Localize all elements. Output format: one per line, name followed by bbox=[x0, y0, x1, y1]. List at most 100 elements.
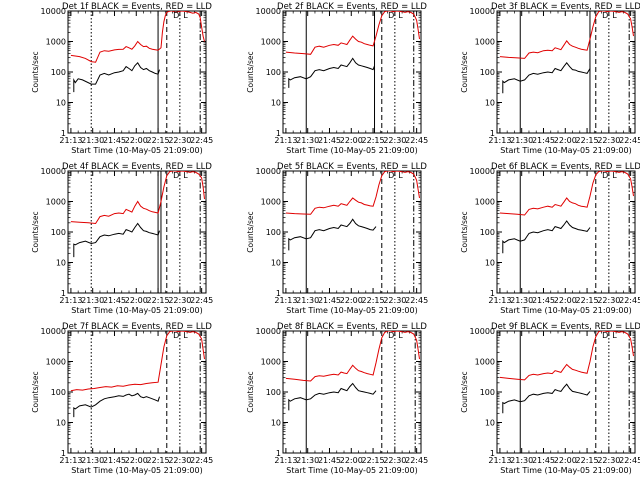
y-tick-label: 1000 bbox=[261, 198, 281, 207]
y-tick-label: 1 bbox=[276, 289, 281, 298]
y-tick-label: 10 bbox=[56, 259, 66, 268]
y-tick-label: 10000 bbox=[470, 327, 495, 336]
plot-frame bbox=[67, 170, 207, 294]
lld-series-line bbox=[70, 11, 205, 63]
x-tick-label: 21:45 bbox=[318, 296, 341, 305]
y-tick-label: 1 bbox=[490, 129, 495, 138]
lld-series-line bbox=[70, 171, 205, 225]
x-tick-label: 21:30 bbox=[296, 456, 319, 465]
y-axis-label: Counts/sec bbox=[460, 371, 469, 412]
x-tick-label: 21:45 bbox=[103, 136, 126, 145]
x-axis-label: Start Time (10-May-05 21:09:00) bbox=[71, 306, 202, 315]
y-tick-label: 1000 bbox=[475, 38, 495, 47]
x-tick-label: 22:15 bbox=[576, 296, 599, 305]
y-axis-label: Counts/sec bbox=[246, 51, 255, 92]
y-tick-label: 10 bbox=[56, 419, 66, 428]
x-tick-label: 22:45 bbox=[190, 296, 213, 305]
plot-frame bbox=[282, 170, 422, 294]
x-tick-label: 22:30 bbox=[597, 296, 620, 305]
y-tick-label: 1 bbox=[490, 449, 495, 458]
lld-series-line bbox=[499, 171, 634, 216]
y-tick-label: 100 bbox=[51, 228, 66, 237]
x-axis-label: Start Time (10-May-05 21:09:00) bbox=[71, 146, 202, 155]
events-series-line bbox=[288, 218, 377, 251]
marker-l: L bbox=[183, 11, 188, 20]
x-axis-label: Start Time (10-May-05 21:09:00) bbox=[500, 306, 631, 315]
panel-title: Det 7f BLACK = Events, RED = LLD bbox=[62, 322, 212, 332]
panel-1: Det 1f BLACK = Events, RED = LLD 1 10 100 10… bbox=[31, 2, 213, 155]
x-tick-label: 21:45 bbox=[532, 456, 555, 465]
panel-6: Det 6f BLACK = Events, RED = LLD 1 10 100 10… bbox=[460, 162, 640, 315]
x-tick-label: 21:45 bbox=[103, 296, 126, 305]
panel-3: Det 3f BLACK = Events, RED = LLD 1 10 100 10… bbox=[460, 2, 640, 155]
y-tick-label: 1 bbox=[276, 129, 281, 138]
x-tick-label: 22:00 bbox=[340, 136, 363, 145]
x-tick-label: 21:13 bbox=[488, 456, 511, 465]
panel-7: Det 7f BLACK = Events, RED = LLD 1 10 100 10… bbox=[31, 322, 213, 475]
events-series-line bbox=[502, 61, 591, 94]
panel-title: Det 4f BLACK = Events, RED = LLD bbox=[62, 162, 212, 172]
plot-frame bbox=[282, 330, 422, 454]
x-tick-label: 22:30 bbox=[383, 296, 406, 305]
panel-title: Det 8f BLACK = Events, RED = LLD bbox=[277, 322, 427, 332]
events-series-line bbox=[73, 392, 160, 418]
panel-9: Det 9f BLACK = Events, RED = LLD 1 10 100 10… bbox=[460, 322, 640, 475]
x-tick-label: 21:13 bbox=[59, 296, 82, 305]
panel-2: Det 2f BLACK = Events, RED = LLD 1 10 100 10… bbox=[246, 2, 428, 155]
y-axis-label: Counts/sec bbox=[31, 211, 40, 252]
events-series-line bbox=[288, 57, 375, 88]
x-tick-label: 22:00 bbox=[554, 136, 577, 145]
x-tick-label: 22:15 bbox=[576, 456, 599, 465]
lld-series-line bbox=[285, 11, 420, 55]
y-tick-label: 10 bbox=[271, 259, 281, 268]
y-tick-label: 1000 bbox=[475, 198, 495, 207]
y-axis-label: Counts/sec bbox=[246, 371, 255, 412]
marker-l: L bbox=[398, 171, 403, 180]
y-tick-label: 100 bbox=[51, 68, 66, 77]
y-tick-label: 1 bbox=[490, 289, 495, 298]
x-tick-label: 22:45 bbox=[405, 456, 428, 465]
lld-series-line bbox=[499, 11, 634, 59]
panel-title: Det 9f BLACK = Events, RED = LLD bbox=[491, 322, 640, 332]
x-tick-label: 21:45 bbox=[532, 136, 555, 145]
x-tick-label: 22:00 bbox=[125, 456, 148, 465]
panel-4: Det 4f BLACK = Events, RED = LLD 1 10 100 10… bbox=[31, 162, 213, 315]
x-tick-label: 22:15 bbox=[362, 136, 385, 145]
x-axis-label: Start Time (10-May-05 21:09:00) bbox=[500, 466, 631, 475]
marker-l: L bbox=[398, 331, 403, 340]
x-tick-label: 22:45 bbox=[405, 136, 428, 145]
x-tick-label: 21:13 bbox=[274, 296, 297, 305]
panel-title: Det 3f BLACK = Events, RED = LLD bbox=[491, 2, 640, 12]
plot-frame bbox=[67, 330, 207, 454]
y-tick-label: 1 bbox=[61, 129, 66, 138]
x-tick-label: 21:45 bbox=[532, 296, 555, 305]
x-tick-label: 22:30 bbox=[597, 136, 620, 145]
x-tick-label: 22:30 bbox=[597, 456, 620, 465]
y-tick-label: 1000 bbox=[46, 358, 66, 367]
panel-title: Det 5f BLACK = Events, RED = LLD bbox=[277, 162, 427, 172]
x-tick-label: 22:30 bbox=[168, 456, 191, 465]
x-tick-label: 22:30 bbox=[383, 136, 406, 145]
marker-d: D bbox=[173, 331, 179, 340]
marker-d: D bbox=[602, 331, 608, 340]
x-tick-label: 22:00 bbox=[125, 136, 148, 145]
y-axis-label: Counts/sec bbox=[246, 211, 255, 252]
x-tick-label: 21:30 bbox=[510, 296, 533, 305]
x-axis-label: Start Time (10-May-05 21:09:00) bbox=[286, 466, 417, 475]
x-tick-label: 22:45 bbox=[619, 456, 640, 465]
y-tick-label: 1000 bbox=[261, 38, 281, 47]
y-tick-label: 1 bbox=[276, 449, 281, 458]
panel-title: Det 1f BLACK = Events, RED = LLD bbox=[62, 2, 212, 12]
x-tick-label: 22:45 bbox=[190, 136, 213, 145]
x-tick-label: 21:30 bbox=[510, 456, 533, 465]
x-tick-label: 21:13 bbox=[488, 136, 511, 145]
x-tick-label: 21:30 bbox=[81, 136, 104, 145]
panel-5: Det 5f BLACK = Events, RED = LLD 1 10 100 10… bbox=[246, 162, 428, 315]
x-tick-label: 22:30 bbox=[168, 296, 191, 305]
x-tick-label: 21:45 bbox=[103, 456, 126, 465]
y-tick-label: 10000 bbox=[41, 327, 66, 336]
y-tick-label: 1 bbox=[61, 289, 66, 298]
x-tick-label: 22:15 bbox=[147, 136, 170, 145]
events-series-line bbox=[73, 61, 160, 93]
